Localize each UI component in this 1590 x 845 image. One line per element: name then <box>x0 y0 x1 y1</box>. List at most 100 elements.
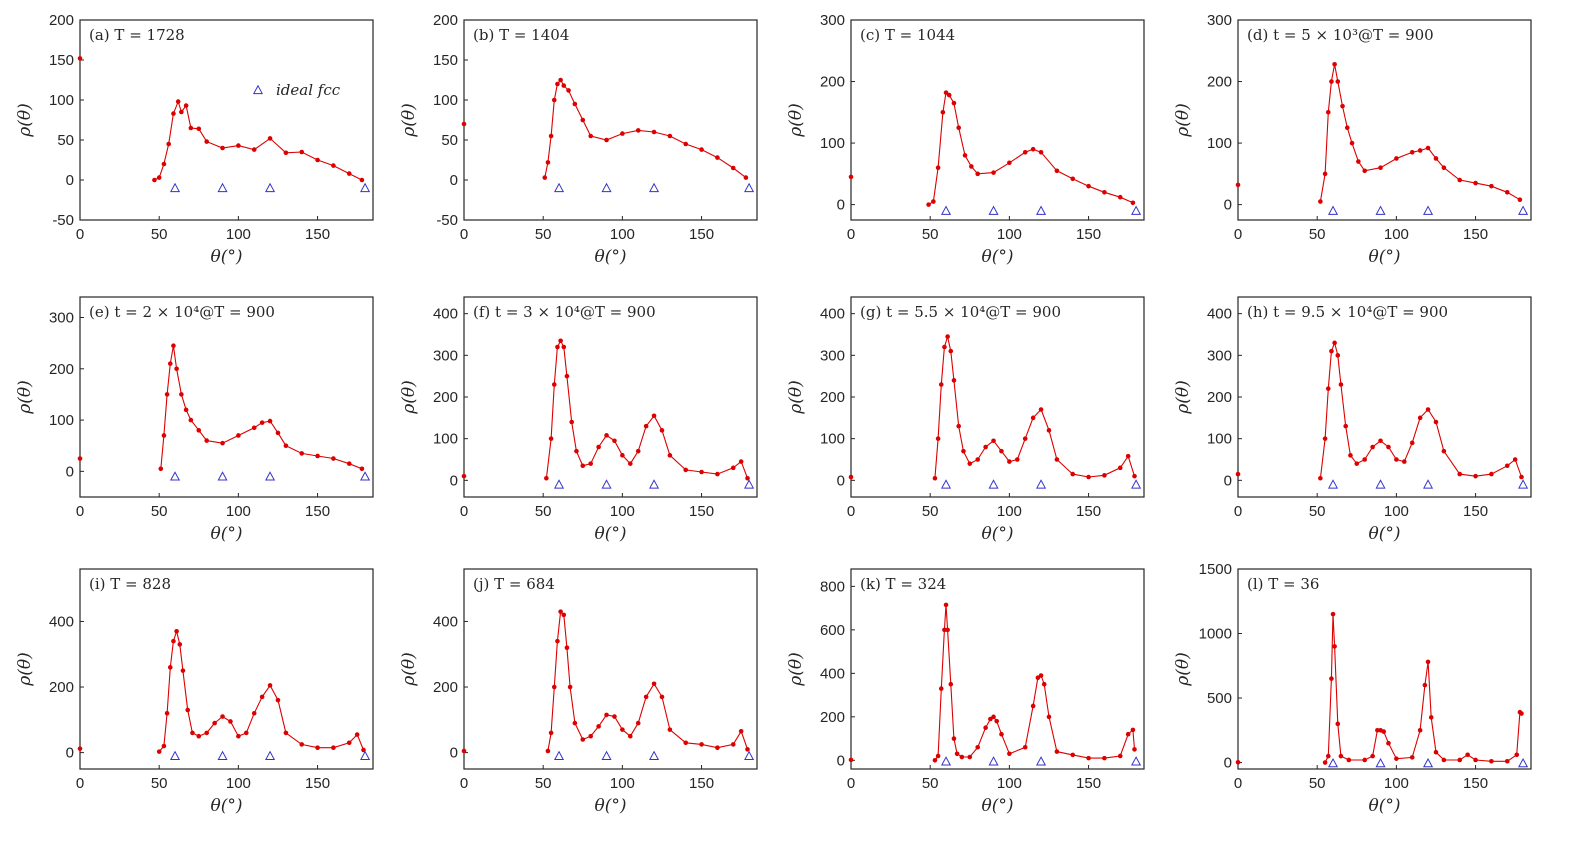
data-point <box>1457 471 1463 477</box>
y-tick-label: 200 <box>49 679 74 696</box>
origin-point <box>848 174 854 180</box>
data-point <box>167 361 173 366</box>
x-tick-label: 50 <box>151 775 168 792</box>
panel-title: (f) t = 3 × 10⁴@T = 900 <box>473 303 656 321</box>
data-point <box>558 338 563 344</box>
data-point <box>175 99 181 104</box>
data-point <box>555 344 560 350</box>
data-point <box>564 373 570 379</box>
data-point <box>167 665 173 670</box>
data-point <box>667 133 673 139</box>
data-point <box>183 407 189 413</box>
data-point <box>956 423 961 429</box>
x-tick-label: 100 <box>1384 775 1409 792</box>
x-tick-label: 0 <box>1234 775 1242 792</box>
data-point <box>931 199 936 204</box>
data-point <box>177 642 183 647</box>
y-axis-label: ρ(θ) <box>15 652 35 687</box>
data-point <box>1378 438 1383 444</box>
data-point <box>1457 757 1463 763</box>
y-tick-label: 0 <box>837 197 845 214</box>
data-point <box>299 149 305 155</box>
data-point <box>1335 721 1341 727</box>
data-point <box>604 712 609 718</box>
ideal-fcc-marker <box>601 750 612 760</box>
data-point <box>604 137 609 143</box>
panel-title: (h) t = 9.5 × 10⁴@T = 900 <box>1247 303 1448 321</box>
data-point <box>1132 473 1137 479</box>
x-tick-label: 50 <box>1309 226 1326 243</box>
data-point <box>932 475 938 481</box>
data-point <box>220 440 225 446</box>
y-tick-label: 1000 <box>1199 626 1232 643</box>
data-point <box>962 153 968 158</box>
y-tick-label: 0 <box>1224 755 1232 772</box>
y-tick-label: 200 <box>433 12 458 29</box>
data-point <box>174 366 179 372</box>
data-point <box>683 141 689 147</box>
data-point <box>1086 755 1091 761</box>
x-tick-label: 0 <box>76 503 84 520</box>
data-point <box>659 694 665 700</box>
data-point <box>745 747 750 752</box>
data-point <box>1386 444 1391 450</box>
ideal-fcc-marker <box>1423 479 1434 489</box>
data-point <box>566 88 571 93</box>
data-point <box>983 725 988 730</box>
data-point <box>635 128 641 133</box>
data-point <box>1125 453 1131 459</box>
data-point <box>1433 749 1439 755</box>
data-point <box>596 724 601 729</box>
ideal-fcc-marker <box>649 479 660 489</box>
data-point <box>185 707 190 713</box>
data-point <box>1322 171 1328 177</box>
x-tick-label: 100 <box>610 503 635 520</box>
x-tick-label: 50 <box>1309 503 1326 520</box>
data-point <box>1332 644 1337 649</box>
data-point <box>188 125 194 131</box>
x-tick-label: 50 <box>922 226 939 243</box>
data-point <box>171 638 176 644</box>
ideal-fcc-marker <box>649 750 660 760</box>
data-point <box>1318 199 1323 204</box>
data-point <box>1325 753 1331 759</box>
data-point <box>267 418 273 424</box>
data-point <box>1409 440 1415 446</box>
y-tick-label: 150 <box>433 52 458 69</box>
data-point <box>180 668 186 673</box>
ideal-fcc-marker <box>988 205 999 215</box>
data-point <box>1409 755 1415 760</box>
data-point <box>991 170 996 175</box>
data-point <box>643 694 649 700</box>
origin-point <box>848 474 854 480</box>
data-point <box>1325 110 1331 115</box>
data-point <box>715 745 720 750</box>
data-point <box>166 141 171 147</box>
data-point <box>1378 165 1383 170</box>
x-tick-label: 0 <box>847 775 855 792</box>
y-tick-label: 100 <box>1207 431 1232 448</box>
data-point <box>612 714 617 719</box>
origin-point <box>77 456 83 461</box>
data-point <box>1401 459 1407 464</box>
ideal-fcc-marker <box>744 479 755 489</box>
data-point <box>275 697 281 703</box>
y-tick-label: 600 <box>820 622 845 639</box>
data-point <box>1125 731 1131 737</box>
x-tick-label: 150 <box>1076 503 1101 520</box>
data-point <box>179 109 184 115</box>
data-point <box>1394 156 1399 161</box>
plot-frame <box>850 19 1145 221</box>
data-point <box>967 754 973 760</box>
y-tick-label: 200 <box>1207 74 1232 91</box>
data-point <box>1038 407 1044 412</box>
data-point <box>999 731 1004 737</box>
data-point <box>1425 145 1431 151</box>
legend-triangle-icon <box>252 84 264 95</box>
x-axis-label: θ(°) <box>982 796 1014 816</box>
plot-frame <box>850 568 1145 770</box>
data-point <box>1425 407 1431 412</box>
y-tick-label: -50 <box>436 212 458 229</box>
x-axis-label: θ(°) <box>982 247 1014 267</box>
data-point <box>612 438 617 444</box>
